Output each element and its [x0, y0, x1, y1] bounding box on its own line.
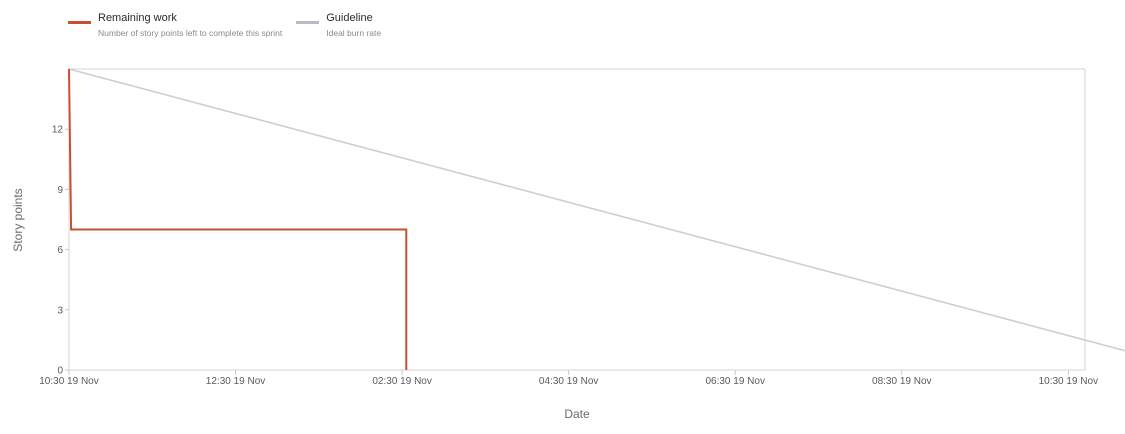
y-tick-label: 12: [52, 125, 64, 136]
legend-item-guideline[interactable]: Guideline Ideal burn rate: [296, 12, 381, 40]
x-tick-label: 02:30 19 Nov: [372, 376, 432, 387]
x-axis: 10:30 19 Nov 12:30 19 Nov 02:30 19 Nov 04:3…: [39, 370, 1098, 387]
x-axis-title: Date: [564, 407, 590, 421]
chart-legend: Remaining work Number of story points le…: [68, 12, 381, 40]
y-tick-label: 6: [57, 245, 63, 256]
series-line-remaining-work[interactable]: [68, 68, 408, 370]
y-axis: 0 3 6 9 12: [52, 125, 69, 377]
x-tick-label: 08:30 19 Nov: [872, 376, 932, 387]
y-tick-label: 0: [57, 366, 63, 377]
legend-desc-guideline: Ideal burn rate: [326, 28, 382, 38]
legend-text-remaining-work: Remaining work Number of story points le…: [98, 12, 282, 40]
series-line-guideline[interactable]: [68, 68, 1125, 370]
plot-area-border: [68, 68, 1086, 371]
x-tick-label: 10:30 19 Nov: [1039, 376, 1099, 387]
y-axis-title: Story points: [11, 188, 25, 251]
x-tick-label: 10:30 19 Nov: [39, 376, 99, 387]
y-tick-label: 3: [57, 305, 63, 316]
x-tick-label: 12:30 19 Nov: [206, 376, 266, 387]
legend-title-guideline: Guideline: [326, 12, 373, 24]
legend-desc-remaining-work: Number of story points left to complete …: [98, 28, 283, 38]
y-tick-label: 9: [57, 185, 63, 196]
legend-title-remaining-work: Remaining work: [98, 12, 177, 24]
legend-swatch-remaining-work: [68, 21, 91, 24]
legend-text-guideline: Guideline Ideal burn rate: [326, 12, 381, 40]
x-tick-label: 06:30 19 Nov: [705, 376, 765, 387]
legend-swatch-guideline: [296, 21, 320, 24]
series-layer: [68, 68, 1125, 370]
x-tick-label: 04:30 19 Nov: [539, 376, 599, 387]
legend-item-remaining-work[interactable]: Remaining work Number of story points le…: [68, 12, 282, 40]
